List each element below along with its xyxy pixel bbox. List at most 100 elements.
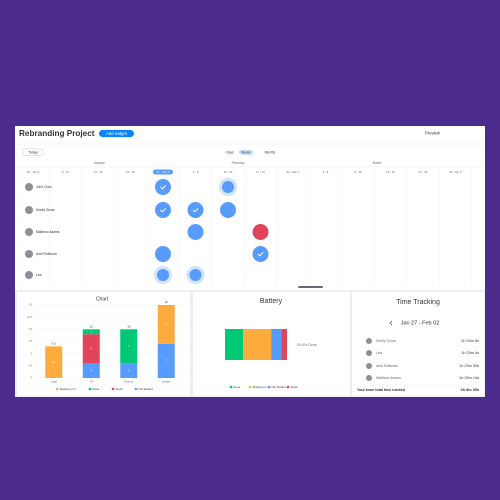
segment-label: 8 bbox=[166, 322, 168, 326]
task[interactable] bbox=[187, 224, 204, 240]
person-name: Matthew Adams bbox=[36, 230, 60, 234]
week-label: 13 - 19 bbox=[94, 170, 103, 174]
view-option[interactable]: Months bbox=[265, 150, 276, 154]
y-tick-label: 10 bbox=[29, 327, 32, 331]
battery-segment bbox=[225, 329, 244, 360]
task-check bbox=[160, 207, 167, 213]
legend-swatch bbox=[88, 387, 92, 391]
month-label: March bbox=[373, 161, 382, 165]
y-tick-label: 12.5 bbox=[27, 315, 33, 319]
avatar bbox=[25, 250, 33, 258]
bar-segment bbox=[157, 343, 175, 378]
bar-segment bbox=[157, 305, 175, 344]
today-label[interactable]: Today bbox=[28, 150, 38, 154]
total-caption: Your team total time tracked bbox=[357, 388, 405, 392]
battery-title: Battery bbox=[260, 298, 283, 305]
task[interactable] bbox=[222, 181, 234, 193]
task[interactable] bbox=[155, 246, 171, 262]
battery-summary: 29.4% Done bbox=[297, 343, 317, 347]
week-label: 3 - 9 bbox=[193, 170, 199, 174]
avatar bbox=[25, 271, 33, 279]
x-tick-label: Finance bbox=[124, 380, 134, 384]
person-time: 1h 25m 4s bbox=[461, 351, 479, 355]
person-time: 1h 39m 14s bbox=[459, 376, 479, 380]
time-title: Time Tracking bbox=[396, 299, 440, 306]
avatar bbox=[25, 228, 33, 236]
legend-label: Stuck bbox=[116, 387, 124, 391]
segment-label: 3 bbox=[128, 368, 130, 372]
time-panel bbox=[352, 292, 484, 396]
segment-label: 6 bbox=[91, 346, 93, 350]
legend-label: Done bbox=[93, 387, 100, 391]
y-tick-label: 15 bbox=[29, 303, 32, 307]
person-name: Lea bbox=[376, 351, 382, 355]
person-time: 1h 33m 8s bbox=[461, 339, 479, 343]
legend-label: Not Started bbox=[139, 387, 154, 391]
total-label: 6.5 bbox=[52, 342, 56, 346]
task[interactable] bbox=[220, 202, 236, 218]
add-widget-label[interactable]: Add widget bbox=[106, 131, 128, 136]
week-label: 30 - Apr 5 bbox=[449, 170, 462, 174]
week-label: 24 - Mar 1 bbox=[287, 170, 300, 174]
segment-label: 7 bbox=[166, 359, 168, 363]
task[interactable] bbox=[252, 224, 269, 240]
legend-swatch bbox=[111, 387, 115, 391]
task[interactable] bbox=[155, 179, 171, 195]
segment-label: 6.5 bbox=[52, 360, 56, 364]
task[interactable] bbox=[155, 202, 171, 218]
current-week bbox=[153, 169, 173, 175]
legend-swatch bbox=[248, 385, 252, 389]
bar-segment bbox=[82, 334, 100, 364]
x-tick-label: TR bbox=[90, 380, 94, 384]
total-label: 10 bbox=[90, 325, 94, 329]
person-name: John Chris bbox=[36, 185, 52, 189]
range-label: Jan 27 - Feb 02 bbox=[401, 320, 440, 326]
task[interactable] bbox=[157, 269, 169, 281]
week-label: 20 - 26 bbox=[126, 170, 135, 174]
person-name: Matthew Adams bbox=[376, 376, 401, 380]
task[interactable] bbox=[187, 202, 204, 218]
segment-label: 1 bbox=[91, 329, 93, 333]
view-option[interactable]: Days bbox=[226, 150, 234, 154]
week-label: 23 - 29 bbox=[419, 170, 428, 174]
week-label: 10 - 16 bbox=[224, 170, 233, 174]
legend-label: Done bbox=[234, 385, 241, 389]
task[interactable] bbox=[252, 246, 269, 262]
view-option[interactable]: Weeks bbox=[241, 150, 251, 154]
legend-label: Not Started bbox=[272, 385, 287, 389]
today-button[interactable] bbox=[22, 148, 44, 156]
person-name: Lea bbox=[36, 273, 42, 277]
add-widget-button[interactable] bbox=[99, 130, 134, 137]
task[interactable] bbox=[189, 269, 202, 281]
total-label: 15 bbox=[165, 300, 169, 304]
y-tick-label: 0 bbox=[31, 376, 33, 380]
legend-swatch bbox=[286, 385, 290, 389]
week-label: 17 - 23 bbox=[256, 170, 265, 174]
avatar bbox=[25, 183, 33, 191]
month-label: February bbox=[232, 161, 245, 165]
x-tick-label: Legal bbox=[51, 380, 58, 384]
y-tick-label: 5 bbox=[31, 351, 33, 355]
bar-segment bbox=[120, 363, 138, 378]
person-name: Shelly Gross bbox=[376, 339, 396, 343]
legend-label: Stuck bbox=[291, 385, 299, 389]
task-check bbox=[257, 251, 264, 257]
battery-segment bbox=[281, 329, 287, 360]
avatar bbox=[25, 206, 33, 214]
legend-label: Working on it bbox=[253, 385, 269, 389]
legend-swatch bbox=[55, 387, 59, 391]
chart-title: Chart bbox=[96, 296, 109, 302]
avatar bbox=[366, 363, 372, 369]
preview-button[interactable]: Preview bbox=[425, 131, 441, 136]
bar-segment bbox=[82, 329, 100, 335]
scrollbar bbox=[298, 286, 323, 288]
avatar bbox=[366, 375, 372, 381]
bar-segment bbox=[45, 346, 63, 378]
view-active bbox=[239, 149, 253, 155]
week-label: 30 - Jan 5 bbox=[27, 170, 40, 174]
prev-arrow[interactable] bbox=[389, 320, 393, 326]
segment-label: 3 bbox=[91, 368, 93, 372]
person-name: Shelly Gross bbox=[36, 208, 55, 212]
month-label: January bbox=[93, 161, 105, 165]
